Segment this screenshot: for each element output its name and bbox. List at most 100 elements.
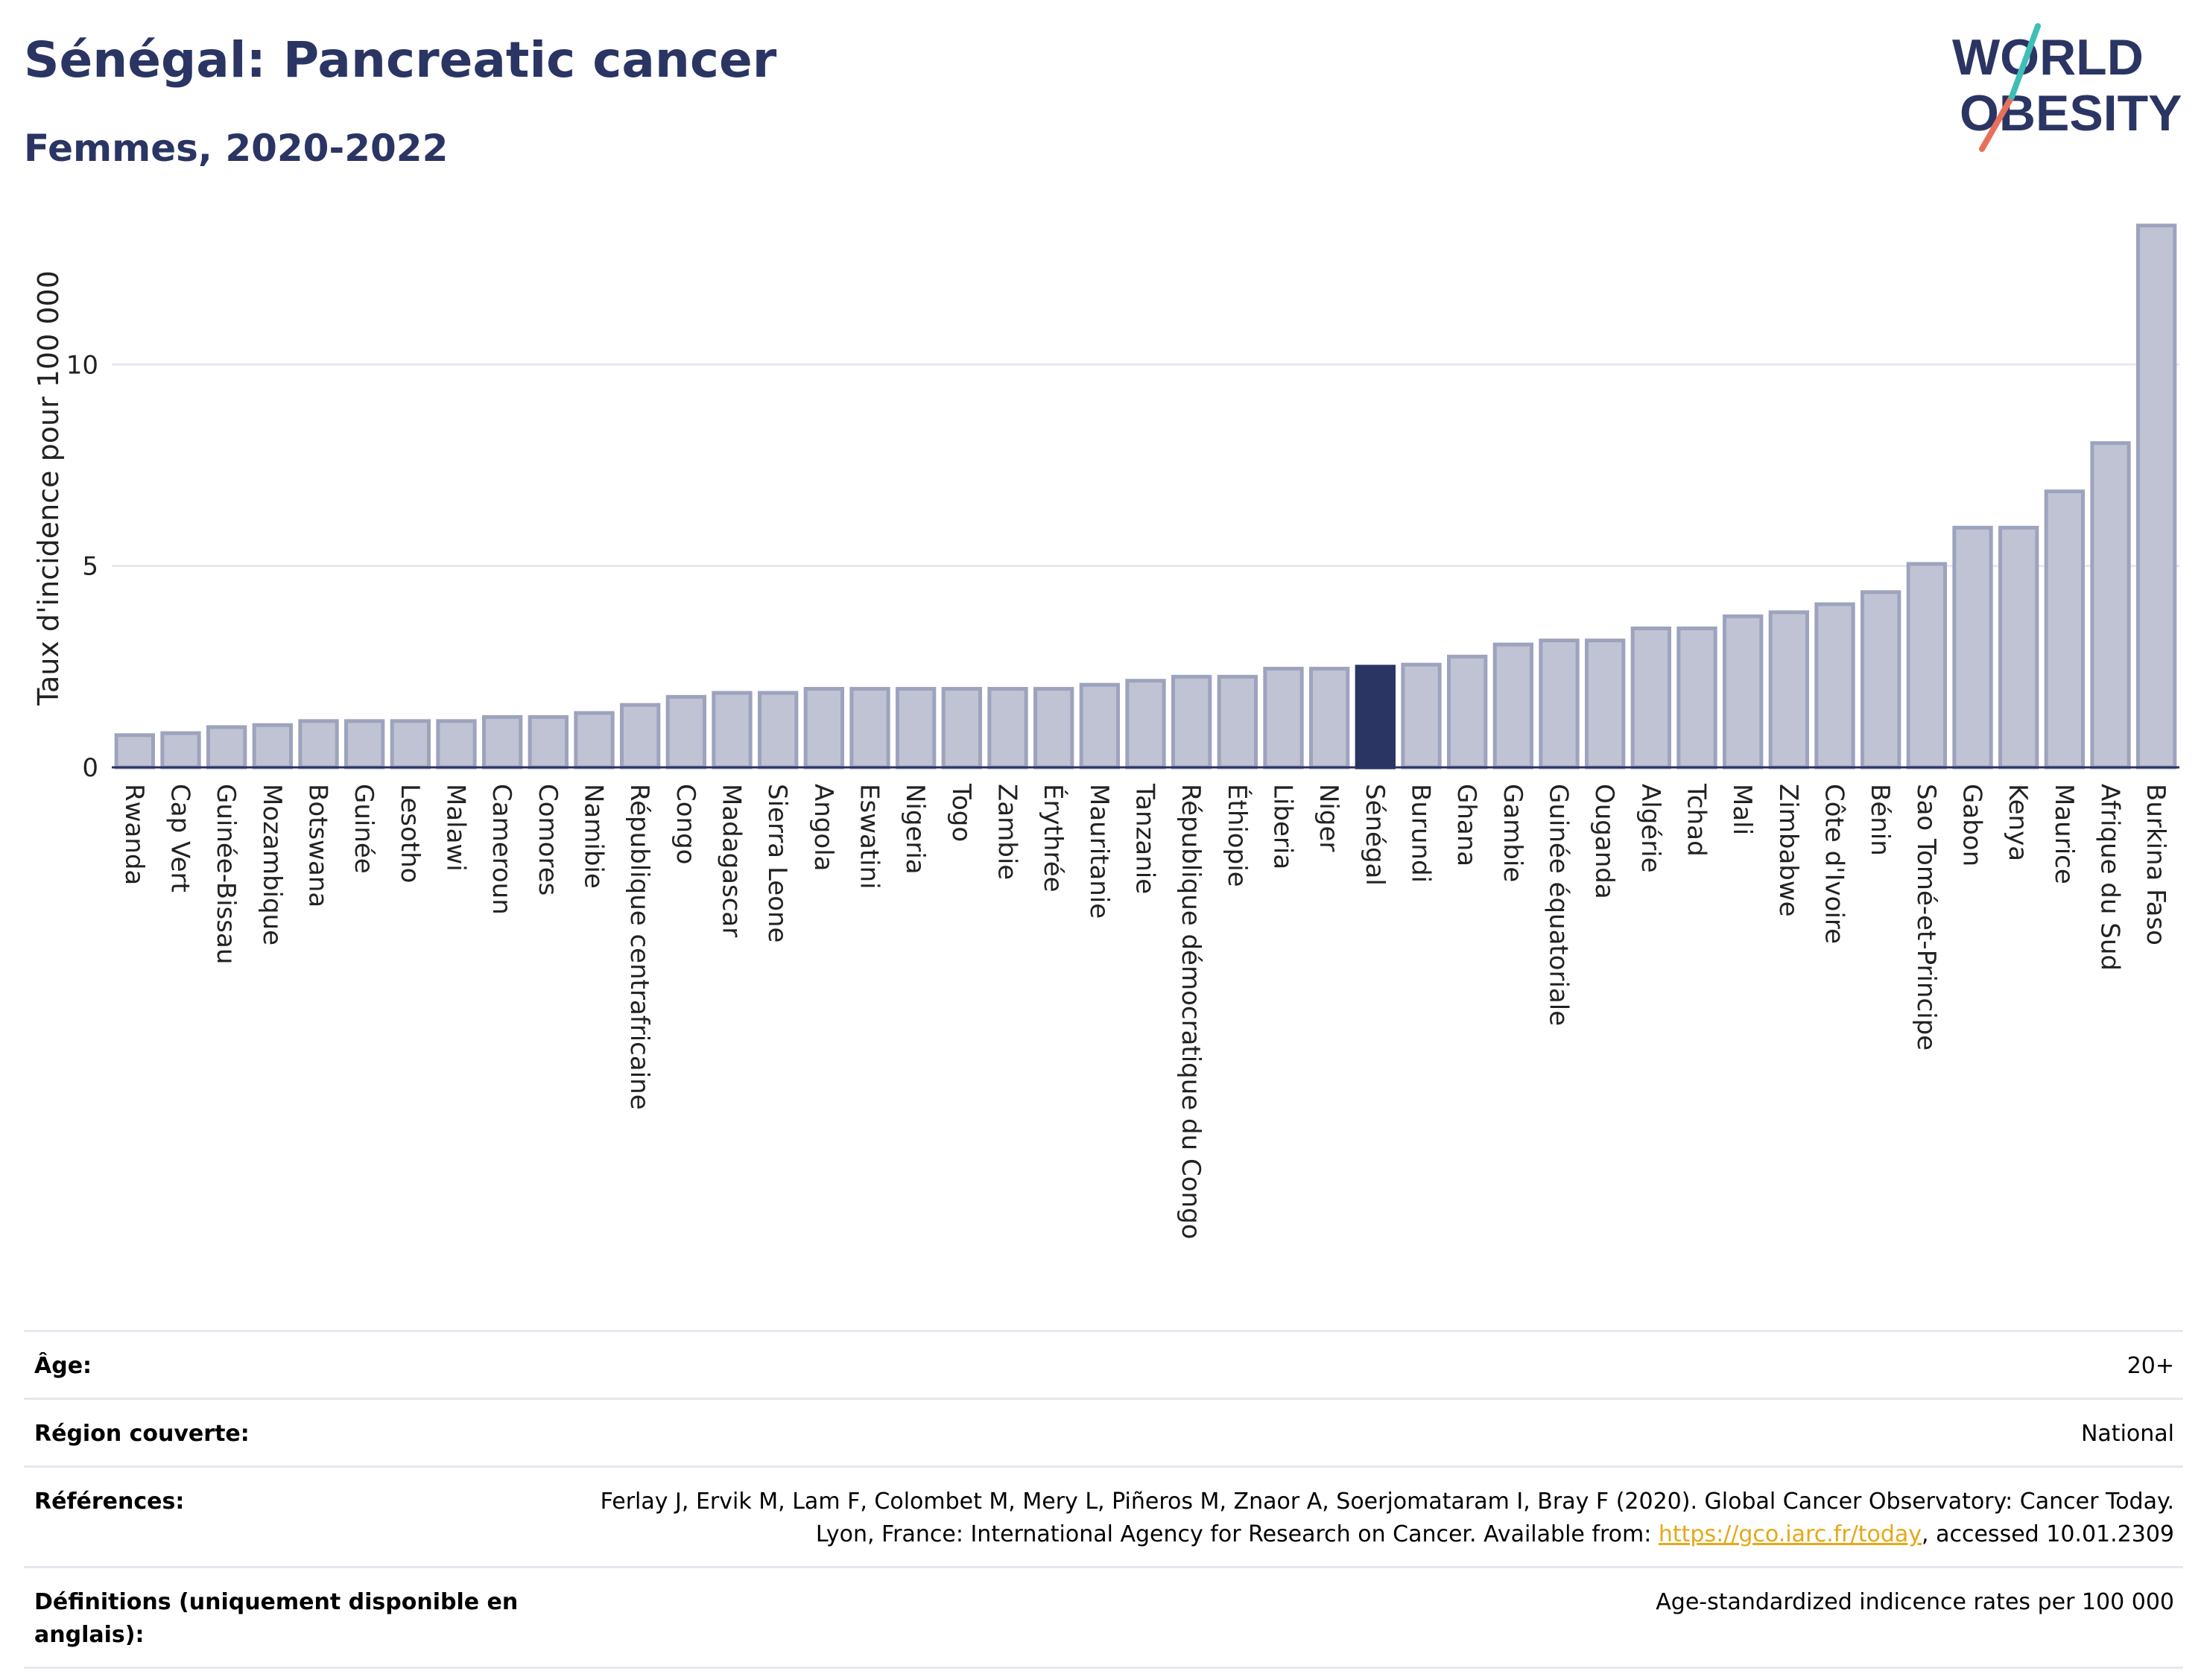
x-tick-label: Bénin <box>1865 784 1895 856</box>
bar <box>1079 682 1120 770</box>
meta-row-region: Région couverte: National <box>24 1398 2183 1465</box>
bar <box>1630 626 1672 770</box>
meta-row-references: Références: Ferlay J, Ervik M, Lam F, Co… <box>24 1465 2183 1566</box>
y-tick-label: 10 <box>66 350 98 380</box>
x-tick-label: Malawi <box>441 784 471 872</box>
x-tick-label: Guinée-Bissau <box>211 784 241 964</box>
bar <box>1125 679 1166 770</box>
x-tick-label: Togo <box>946 783 976 842</box>
x-tick-label: Kenya <box>2003 784 2033 861</box>
x-tick-label: République démocratique du Congo <box>1176 784 1206 1239</box>
x-tick-label: Niger <box>1314 784 1343 852</box>
x-tick-label: Mauritanie <box>1084 784 1114 919</box>
y-tick-label: 5 <box>82 552 98 582</box>
x-tick-label: Rwanda <box>119 784 149 885</box>
bar <box>2136 224 2177 770</box>
bar <box>528 714 569 770</box>
x-tick-label: Tchad <box>1682 783 1711 857</box>
chart-subtitle: Femmes, 2020-2022 <box>24 127 449 170</box>
meta-value: Ferlay J, Ervik M, Lam F, Colombet M, Me… <box>572 1486 2174 1551</box>
bar <box>1861 590 1901 770</box>
bar <box>390 719 431 770</box>
meta-row-definitions: Définitions (uniquement disponible en an… <box>24 1566 2183 1669</box>
x-tick-label: Liberia <box>1268 784 1298 869</box>
reference-accessed: , accessed 10.01.2309 <box>1922 1521 2174 1547</box>
bar <box>1952 525 1993 770</box>
x-tick-label: Tanzanie <box>1130 783 1160 894</box>
bar <box>2090 441 2131 770</box>
bar <box>1814 602 1855 770</box>
x-tick-label: Mozambique <box>257 784 287 945</box>
reference-text: Ferlay J, Ervik M, Lam F, Colombet M, Me… <box>600 1489 2174 1547</box>
meta-value: Age-standardized indicence rates per 100… <box>1656 1589 2174 1615</box>
bar <box>1217 674 1258 770</box>
bar <box>1723 614 1764 770</box>
x-tick-label: Gambie <box>1498 784 1527 882</box>
y-axis-label: Taux d'incidence pour 100 000 <box>32 270 65 706</box>
metadata-table: Âge: 20+ Région couverte: National Référ… <box>24 1330 2183 1669</box>
bar <box>1676 626 1717 770</box>
meta-label: Âge: <box>34 1353 92 1379</box>
meta-value: 20+ <box>2127 1353 2174 1379</box>
bar <box>987 687 1028 770</box>
x-tick-label: République centrafricaine <box>624 784 654 1110</box>
x-tick-label: Angola <box>808 784 838 871</box>
y-tick-label: 0 <box>82 753 98 783</box>
bar <box>1768 610 1810 770</box>
x-tick-label: Namibie <box>579 784 609 889</box>
bar <box>849 687 890 770</box>
x-tick-label: Eswatini <box>855 784 884 890</box>
x-tick-label: Algérie <box>1635 784 1665 873</box>
bar <box>1585 638 1626 770</box>
bar <box>1033 687 1074 770</box>
x-tick-label: Zimbabwe <box>1773 784 1803 917</box>
x-tick-label: Gabon <box>1957 784 1987 866</box>
meta-label: Région couverte: <box>34 1421 250 1447</box>
bar <box>436 719 477 770</box>
bar <box>1492 642 1533 770</box>
x-tick-label: Éthiopie <box>1222 784 1253 887</box>
bar <box>1309 667 1350 770</box>
bar <box>1906 562 1948 770</box>
bar <box>206 725 247 770</box>
bar <box>665 694 707 770</box>
x-tick-label: Érythrée <box>1038 784 1068 893</box>
meta-row-age: Âge: 20+ <box>24 1330 2183 1398</box>
bar <box>712 691 753 770</box>
meta-label: Références: <box>34 1489 185 1515</box>
x-tick-label: Zambie <box>992 784 1022 880</box>
x-tick-label: Madagascar <box>717 784 747 937</box>
x-tick-label: Burundi <box>1406 784 1436 883</box>
x-tick-label: Nigeria <box>900 784 930 875</box>
x-tick-label: Maurice <box>2049 784 2079 884</box>
x-tick-label: Guinée équatoriale <box>1544 784 1574 1026</box>
meta-value: National <box>2080 1421 2174 1447</box>
bar <box>620 703 661 770</box>
chart-title: Sénégal: Pancreatic cancer <box>24 31 777 89</box>
x-tick-label: Mali <box>1727 784 1757 835</box>
x-tick-label: Ouganda <box>1589 784 1619 899</box>
bar <box>482 714 523 770</box>
reference-link[interactable]: https://gco.iarc.fr/today <box>1658 1521 1922 1547</box>
x-tick-label: Burkina Faso <box>2141 784 2170 945</box>
bar <box>344 719 385 770</box>
bar <box>758 691 799 770</box>
x-tick-label: Guinée <box>349 784 379 874</box>
bar <box>1355 665 1396 770</box>
x-tick-label: Afrique du Sud <box>2095 784 2125 971</box>
bar <box>160 731 201 770</box>
bar <box>1998 525 2039 770</box>
x-tick-label: Sierra Leone <box>762 784 792 942</box>
x-tick-label: Congo <box>671 784 700 864</box>
logo-line1: WORLD <box>1952 29 2144 86</box>
bar <box>803 687 844 770</box>
x-tick-label: Comores <box>533 784 563 896</box>
x-tick-label: Sénégal <box>1360 784 1390 886</box>
x-tick-label: Ghana <box>1451 784 1481 866</box>
x-tick-label: Sao Tomé-et-Principe <box>1911 784 1941 1050</box>
bar <box>298 719 339 770</box>
x-tick-label: Lesotho <box>395 784 425 883</box>
bar <box>1447 654 1488 770</box>
bar <box>1401 662 1442 770</box>
